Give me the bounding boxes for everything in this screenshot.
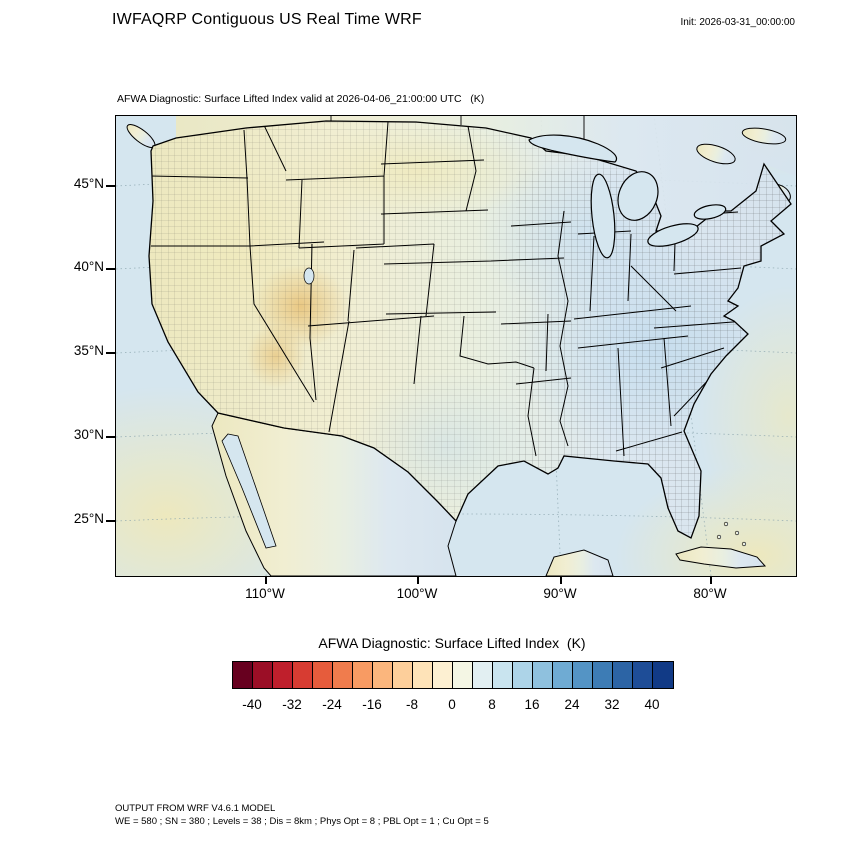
colorbar-cell — [373, 662, 393, 688]
colorbar-title: AFWA Diagnostic: Surface Lifted Index (K… — [318, 635, 586, 651]
mexico-caribbean — [211, 412, 767, 576]
us-map-plot — [116, 116, 796, 576]
colorbar-tick-label: -16 — [362, 697, 382, 712]
map-frame — [115, 115, 797, 577]
lat-tick-label: 25°N — [73, 511, 104, 526]
colorbar-tick-label: 24 — [564, 697, 580, 712]
lat-tick-label: 35°N — [73, 343, 104, 358]
colorbar-cell — [233, 662, 253, 688]
colorbar-cell — [553, 662, 573, 688]
colorbar-tick-label: -40 — [242, 697, 262, 712]
colorbar-tick-label: -32 — [282, 697, 302, 712]
colorbar-cell — [533, 662, 553, 688]
state-borders — [150, 121, 747, 457]
colorbar-tick-label: -24 — [322, 697, 342, 712]
footer-config-line: WE = 580 ; SN = 380 ; Levels = 38 ; Dis … — [115, 816, 489, 827]
lon-tick-mark — [560, 576, 562, 584]
colorbar-tick-label: 32 — [604, 697, 620, 712]
colorbar-tick-label: 8 — [488, 697, 496, 712]
colorbar-cell — [473, 662, 493, 688]
colorbar-cell — [633, 662, 653, 688]
colorbar-cell — [293, 662, 313, 688]
colorbar-tick-label: 40 — [644, 697, 660, 712]
lat-tick-mark — [106, 436, 115, 438]
lat-tick-mark — [106, 352, 115, 354]
colorbar-cell — [593, 662, 613, 688]
colorbar-cell — [353, 662, 373, 688]
lat-tick-label: 30°N — [73, 427, 104, 442]
colorbar-cell — [493, 662, 513, 688]
colorbar-cell — [253, 662, 273, 688]
colorbar-tick-label: 0 — [448, 697, 456, 712]
lat-tick-label: 40°N — [73, 259, 104, 274]
colorbar-cell — [313, 662, 333, 688]
colorbar-tick-label: 16 — [524, 697, 540, 712]
lat-tick-label: 45°N — [73, 176, 104, 191]
lat-tick-mark — [106, 268, 115, 270]
colorbar-cell — [413, 662, 433, 688]
colorbar-cell — [613, 662, 633, 688]
lon-tick-mark — [417, 576, 419, 584]
colorbar-cell — [573, 662, 593, 688]
lon-tick-mark — [710, 576, 712, 584]
colorbar-tick-label: -8 — [405, 697, 419, 712]
colorbar-cell — [513, 662, 533, 688]
colorbar-cell — [453, 662, 473, 688]
page-title: IWFAQRP Contiguous US Real Time WRF — [112, 11, 422, 28]
lon-tick-mark — [265, 576, 267, 584]
lon-tick-label: 110°W — [245, 586, 285, 601]
init-time-label: Init: 2026-03-31_00:00:00 — [680, 17, 795, 28]
lon-tick-label: 90°W — [543, 586, 577, 601]
colorbar — [232, 661, 674, 689]
colorbar-cell — [393, 662, 413, 688]
lon-tick-label: 80°W — [693, 586, 727, 601]
colorbar-cell — [273, 662, 293, 688]
lat-tick-mark — [106, 185, 115, 187]
colorbar-cell — [433, 662, 453, 688]
lat-tick-mark — [106, 520, 115, 522]
colorbar-cell — [653, 662, 673, 688]
lon-tick-label: 100°W — [396, 586, 438, 601]
map-subtitle: AFWA Diagnostic: Surface Lifted Index va… — [117, 93, 485, 105]
colorbar-cell — [333, 662, 353, 688]
footer-model-line: OUTPUT FROM WRF V4.6.1 MODEL — [115, 803, 276, 814]
great-lakes — [303, 134, 727, 285]
